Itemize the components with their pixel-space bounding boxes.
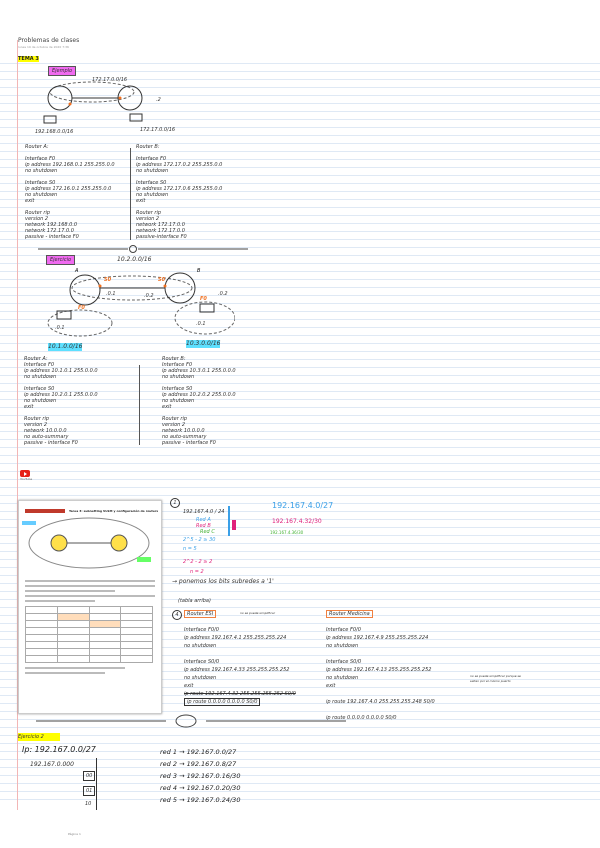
calc-formula-a: 2^5 - 2 ≥ 30	[183, 537, 216, 543]
pc-left-icon	[56, 310, 72, 320]
pc-b-label: .0.1	[196, 321, 206, 327]
router-a-config-1: Router A: Interface F0 ip address 192.168…	[25, 144, 115, 240]
pc-right-icon	[129, 113, 143, 122]
separator-line-2	[36, 714, 346, 728]
result-pink: 192.167.4.32/30	[272, 518, 322, 525]
pc-left-icon	[43, 115, 57, 124]
calc-network: 192.167.4.0 / 24	[183, 509, 225, 515]
section-heading: TEMA 3	[18, 56, 39, 62]
document-network-diagram	[22, 517, 151, 569]
divider	[130, 148, 131, 240]
pc-b-ip-label: .0.2	[218, 291, 228, 297]
separator-line	[38, 245, 248, 253]
route-item: red 1 → 192.167.0.0/27	[160, 748, 237, 756]
youtube-link[interactable]: YouTube	[20, 470, 32, 481]
f0-a-label: F0	[78, 305, 85, 311]
calc-n-a: n = 5	[183, 546, 197, 552]
esi-note: no se puede simplificar	[240, 611, 275, 615]
page-date: lunes 19 de octubre de 2020 7:36	[18, 45, 69, 49]
router-b-icon	[164, 272, 196, 304]
exercise4-ip: Ip: 192.167.0.0/27	[22, 745, 96, 754]
document-table	[25, 606, 153, 663]
page-footer: Página 1	[68, 832, 81, 836]
router-esi-config: Router ESI Interface F0/0 ip address 192.…	[184, 610, 296, 706]
network-diagram-2	[47, 272, 235, 337]
net-left-label: 192.168.0.0/16	[35, 129, 74, 135]
bits-divider	[96, 758, 97, 810]
calc-red-c: Red C	[200, 529, 215, 535]
s0-b-label: S0	[158, 277, 166, 283]
bit-marker	[232, 520, 236, 530]
exercise2-label: Ejercicio	[46, 255, 76, 265]
router-medicina-config: Router Medicina Interface F0/0 ip address…	[326, 610, 435, 721]
step-3-text: (tabla arriba)	[178, 598, 211, 604]
ip-b-label: .0.2	[144, 293, 154, 299]
router-a-config-2: Router A: Interface F0 ip address 10.1.0.1…	[24, 356, 98, 446]
link-ellipse	[49, 81, 135, 103]
network-diagram-1	[43, 81, 143, 124]
routes-list: red 1 → 192.167.0.0/27 red 2 → 192.167.0.…	[160, 746, 240, 806]
bits-box: 00	[83, 771, 96, 781]
pc-a-label: .0.1	[55, 325, 65, 331]
net-left-label-2: 10.1.0.0/16	[48, 343, 83, 351]
youtube-label: YouTube	[20, 477, 33, 481]
net-right-label-2: 10.3.0.0/16	[186, 340, 221, 348]
page-title: Problemas de clases	[18, 37, 80, 44]
router-b-config-1: Router B: Interface F0 ip address 172.17.…	[136, 144, 223, 240]
net-right-label: 172.17.0.0/16	[140, 127, 176, 133]
bits-box: 10	[85, 801, 92, 807]
router-b-config-2: Router B: Interface F0 ip address 10.3.0.1…	[162, 356, 236, 446]
document-title-bar	[25, 509, 65, 513]
result-blue: 192.167.4.0/27	[272, 501, 334, 510]
s0-a-label: S0	[104, 277, 112, 283]
ip-a-label: .0.1	[106, 291, 116, 297]
margin-line	[17, 40, 18, 810]
calc-formula-b: 2^2 - 2 ≥ 2	[183, 559, 213, 565]
net-top-label: 172.17.0.0/16	[92, 77, 128, 83]
bit-marker	[228, 506, 230, 536]
router-a-icon	[69, 274, 101, 306]
document-title: Tarea 3: subnetting VLSM y configuración…	[69, 509, 159, 513]
net-top-label-2: 10.2.0.0/16	[117, 256, 152, 263]
exercise4-partial: 192.167.0.000	[30, 761, 74, 768]
ip-right-label: .2	[156, 97, 161, 103]
step-2-text: → ponemos los bits subredes a '1'	[172, 578, 274, 585]
exercise4-label: Ejercicio 2	[18, 733, 60, 741]
route-item: red 3 → 192.167.0.16/30	[160, 772, 241, 780]
embedded-document-printout[interactable]: Tarea 3: subnetting VLSM y configuración…	[18, 500, 162, 714]
calc-n-b: n = 2	[190, 569, 204, 575]
route-item: red 2 → 192.167.0.8/27	[160, 760, 237, 768]
router-b-label: B	[197, 268, 201, 274]
pc-right-icon	[199, 303, 215, 313]
calc-red-a: Red A	[196, 517, 211, 523]
route-item: red 5 → 192.167.0.24/30	[160, 796, 241, 804]
exercise1-label: Ejemplo	[48, 66, 77, 76]
f0-b-label: F0	[200, 296, 207, 302]
medicina-note: no se puede simplificar porque se saltan…	[470, 674, 521, 683]
step-4-marker: 4	[172, 610, 182, 620]
result-green: 192.167.4.36/30	[270, 530, 304, 535]
step-1-marker: 1	[170, 498, 180, 508]
router-b-icon	[117, 85, 143, 111]
calc-red-b: Red B	[196, 523, 211, 529]
bits-box: 01	[83, 786, 96, 796]
divider	[139, 365, 140, 445]
youtube-icon	[20, 470, 30, 477]
router-a-label: A	[75, 268, 79, 274]
route-item: red 4 → 192.167.0.20/30	[160, 784, 241, 792]
